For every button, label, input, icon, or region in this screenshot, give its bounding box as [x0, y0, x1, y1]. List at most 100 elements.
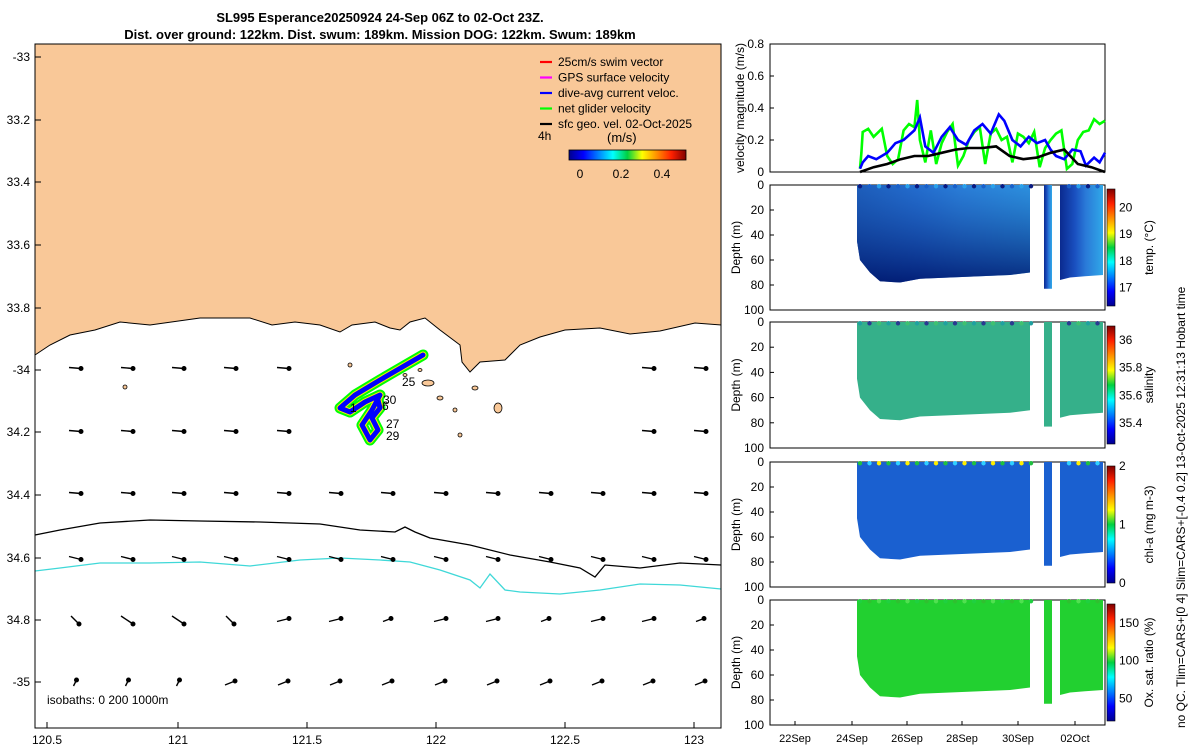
colorbar-tick-label: 18 [1119, 254, 1133, 268]
surface-dot [1076, 321, 1081, 326]
current-arrow [693, 555, 709, 563]
cbar-tick-label: 0 [577, 167, 584, 181]
current-arrow [276, 429, 292, 435]
surface-dot [933, 599, 939, 604]
current-arrow [540, 616, 552, 623]
profile-data-right [1060, 322, 1103, 418]
surface-dot [1000, 321, 1005, 326]
map-ytick-label: 33.4 [7, 175, 31, 189]
map-xtick-label: 121.5 [292, 733, 322, 747]
depth-ytick-label: 0 [757, 315, 764, 329]
surface-dot [990, 599, 996, 604]
surface-dot [886, 599, 891, 604]
surface-dot [1009, 599, 1015, 604]
current-arrow [68, 429, 84, 435]
series-sfc-geo-vel- [859, 145, 1106, 174]
chart-title-line1: SL995 Esperance20250924 24-Sep 06Z to 02… [216, 10, 544, 25]
depth-ylabel: Depth (m) [729, 498, 743, 551]
islands [122, 362, 503, 438]
map-xtick-label: 120.5 [32, 733, 62, 747]
current-arrow [276, 616, 292, 623]
colorbar-label: Ox. sat. ratio (%) [1142, 617, 1156, 707]
current-arrow [486, 678, 500, 686]
surface-dot [990, 184, 996, 189]
current-arrow [590, 491, 606, 497]
surface-dot [895, 321, 901, 326]
depth-ylabel: Depth (m) [729, 636, 743, 689]
colorbar-tick-label: 20 [1119, 201, 1133, 215]
surface-dot [1000, 184, 1005, 189]
time-tick-label: 28Sep [946, 733, 978, 745]
surface-dot [952, 321, 958, 326]
day-label: 6 [382, 399, 389, 413]
surface-dot [1009, 184, 1015, 189]
surface-dot [1000, 461, 1005, 466]
surface-dot [1085, 321, 1091, 326]
surface-dot [1066, 599, 1072, 604]
depth-ytick-label: 80 [751, 555, 765, 569]
surface-dot [943, 461, 948, 466]
current-arrow [694, 678, 708, 686]
current-arrow [380, 491, 396, 497]
profile-data-gap-column [1044, 462, 1052, 566]
surface-dot [971, 321, 977, 326]
velocity-ytick-label: 0.8 [747, 37, 764, 51]
surface-dot [905, 321, 910, 326]
surface-dot [971, 184, 977, 189]
surface-dot [1085, 184, 1091, 189]
surface-dot [1066, 321, 1072, 326]
profile-data-gap-column [1044, 185, 1052, 289]
current-arrow [641, 491, 657, 497]
current-arrow [68, 555, 84, 563]
colorbar-label: salinity [1142, 367, 1156, 404]
current-arrow [120, 615, 136, 627]
current-arrow [538, 555, 554, 563]
surface-dot [924, 461, 929, 466]
surface-dot [933, 321, 939, 326]
surface-dot [1095, 461, 1100, 466]
surface-dot [1028, 599, 1034, 604]
surface-dot [981, 599, 986, 604]
current-arrow [171, 366, 187, 372]
side-caption-text: no QC. Tlim=CARS+[0 4] Slim=CARS+[-0.4 0… [1174, 286, 1188, 728]
current-arrow [277, 678, 291, 686]
map-legend: 25cm/s swim vector GPS surface velocitydi… [540, 55, 692, 131]
colorbar-tick-label: 1 [1119, 518, 1126, 532]
surface-dot [886, 461, 891, 466]
current-arrow [68, 491, 84, 497]
surface-dot [876, 184, 882, 189]
surface-dot [867, 461, 872, 466]
surface-dot [914, 184, 920, 189]
temperature-panel: 0 20 40 60 80 100 Depth (m) 17 18 19 20 temp. (°C) [729, 178, 1156, 317]
colorbar-tick-label: 36 [1119, 333, 1133, 347]
current-arrow [124, 677, 131, 687]
current-arrow [382, 616, 394, 623]
surface-dot [905, 184, 910, 189]
surface-dot [1085, 599, 1091, 604]
current-arrow [120, 555, 136, 563]
isobath-1000 [34, 557, 722, 595]
surface-dot [1066, 184, 1072, 189]
colorbar-tick-label: 150 [1119, 616, 1139, 630]
surface-dot [990, 321, 996, 326]
current-arrow [171, 491, 187, 497]
day-label: 30 [383, 393, 397, 407]
current-arrow [538, 491, 554, 497]
depth-ytick-label: 60 [751, 668, 765, 682]
depth-ytick-label: 80 [751, 278, 765, 292]
current-arrow [329, 678, 343, 686]
geo-velocity-arrows [68, 366, 709, 687]
surface-dot [1028, 184, 1034, 189]
surface-dot [981, 321, 986, 326]
surface-dot [857, 184, 863, 189]
current-arrow [641, 366, 657, 372]
depth-ytick-label: 20 [751, 203, 765, 217]
current-arrow [381, 678, 395, 686]
current-arrow [276, 366, 292, 372]
day-label: 29 [386, 429, 400, 443]
surface-dot [981, 184, 986, 189]
legend-label: GPS surface velocity [558, 71, 669, 85]
surface-dot [905, 599, 910, 604]
current-arrow [171, 555, 187, 563]
